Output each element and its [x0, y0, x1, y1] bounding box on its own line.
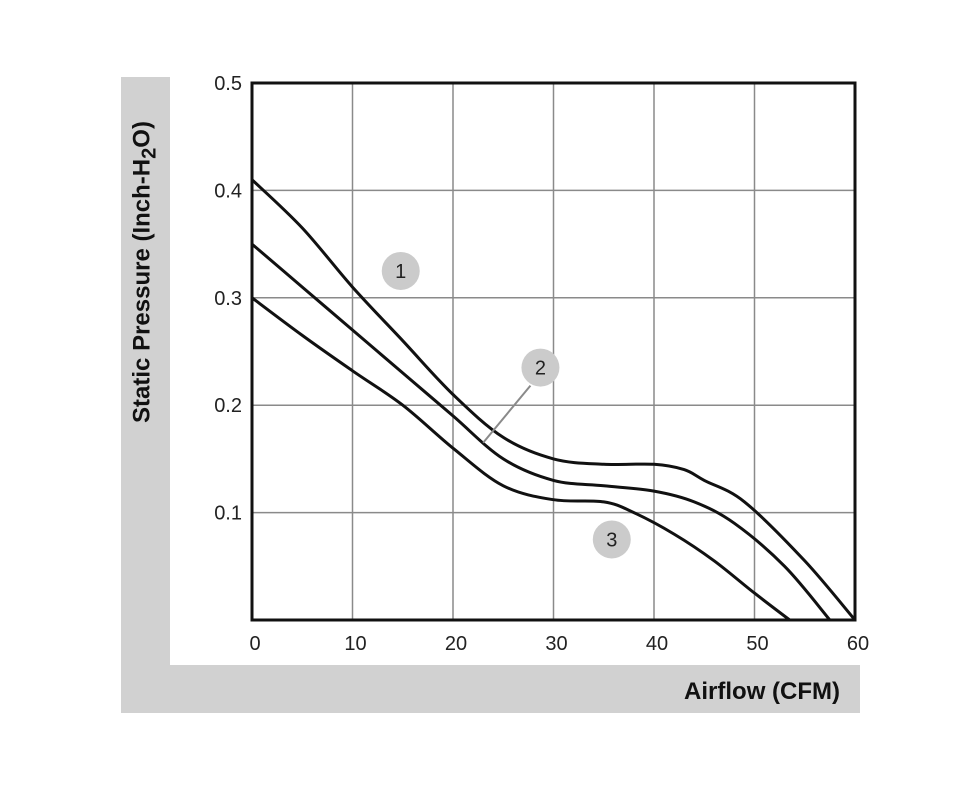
x-axis-label-band — [121, 665, 860, 713]
y-tick-label-2: 0.3 — [214, 288, 242, 310]
plot-frame — [250, 81, 857, 622]
y-tick-label-0: 0.1 — [214, 503, 242, 525]
curve-badge-label-1: 1 — [395, 261, 406, 283]
x-tick-label-1: 10 — [344, 633, 366, 655]
curve-badges: 1 2 3 — [381, 251, 631, 559]
callout-leader-2 — [482, 384, 532, 444]
curve-badge-2 — [521, 348, 560, 387]
x-axis-label: Airflow (CFM) — [684, 678, 840, 705]
y-axis-label-band — [121, 77, 170, 713]
y-tick-label-3: 0.4 — [214, 180, 242, 202]
x-tick-label-3: 30 — [545, 633, 567, 655]
curve-2 — [251, 242, 832, 621]
x-tick-label-6: 60 — [847, 633, 869, 655]
y-tick-label-4: 0.5 — [214, 73, 242, 95]
x-tick-label-0: 0 — [249, 633, 260, 655]
curve-badge-label-2: 2 — [535, 358, 546, 380]
callout-leaders — [482, 384, 532, 444]
x-tick-label-5: 50 — [746, 633, 768, 655]
y-tick-label-1: 0.2 — [214, 395, 242, 417]
grid-lines — [252, 83, 855, 620]
x-tick-labels: 0 10 20 30 40 50 60 — [249, 633, 869, 655]
curve-1 — [250, 178, 857, 621]
curve-badge-1 — [381, 251, 420, 290]
x-tick-label-2: 20 — [445, 633, 467, 655]
curve-badge-label-3: 3 — [606, 529, 617, 551]
y-tick-labels: 0.1 0.2 0.3 0.4 0.5 — [214, 73, 242, 525]
x-tick-label-4: 40 — [646, 633, 668, 655]
curve-3 — [251, 296, 791, 622]
curves — [250, 178, 857, 622]
curve-badge-3 — [592, 520, 631, 559]
